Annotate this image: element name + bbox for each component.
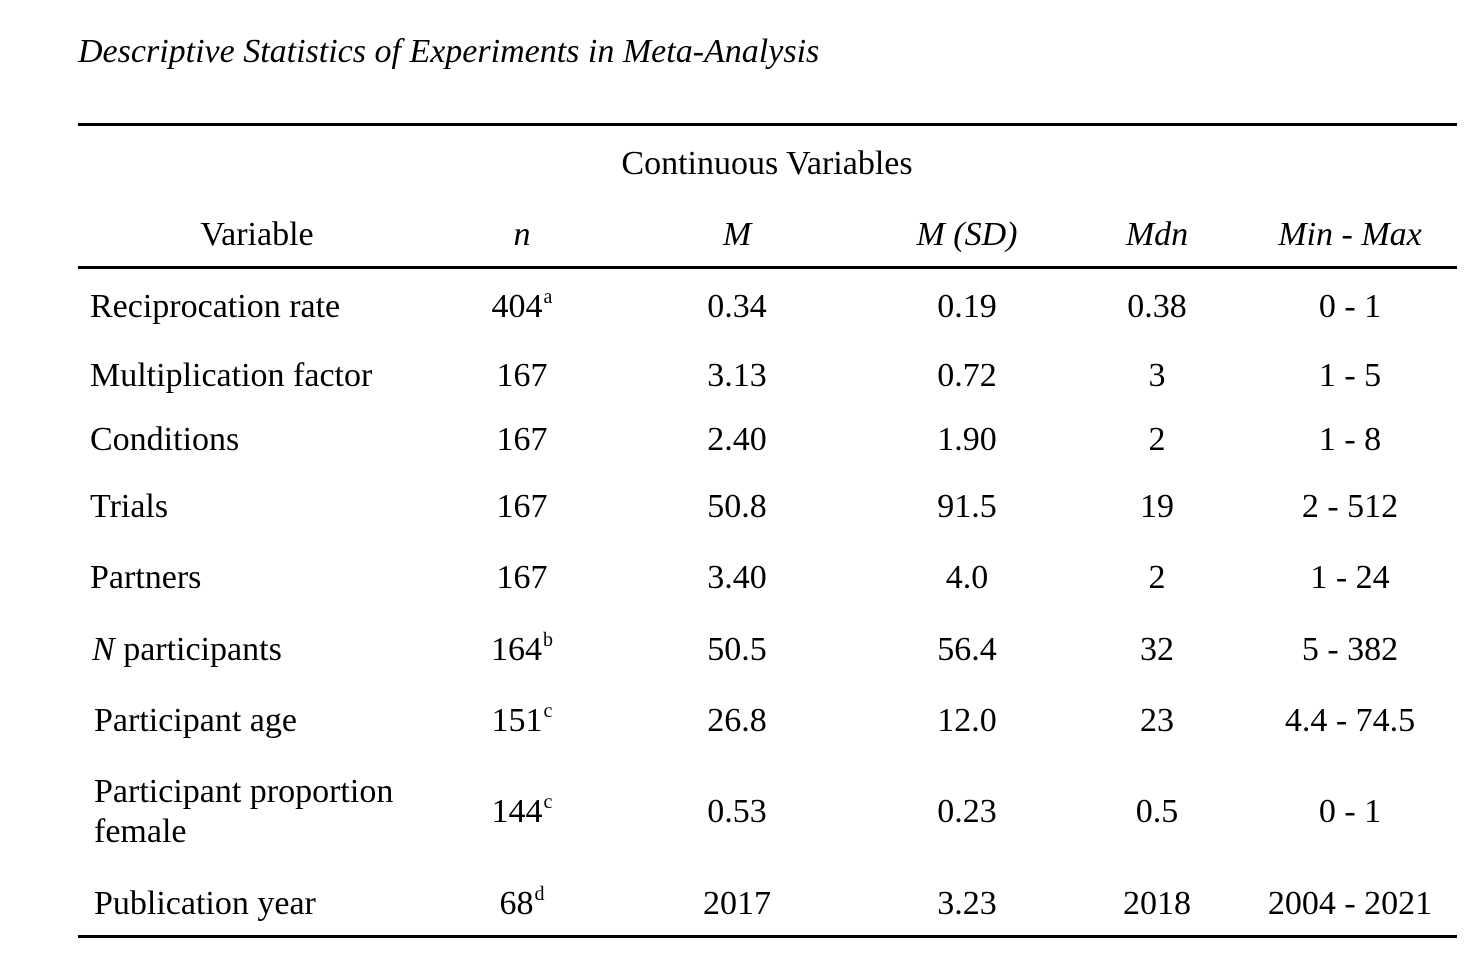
row-n: 167: [496, 421, 548, 458]
row-sd: 3.23: [937, 885, 997, 922]
row-m: 2.40: [707, 421, 767, 458]
row-n: 167: [496, 559, 548, 596]
row-m: 50.5: [707, 631, 767, 668]
row-mdn: 3: [1148, 357, 1166, 394]
row-sd: 0.23: [937, 793, 997, 830]
row-n-note: d: [534, 883, 545, 905]
row-variable: Publication year: [94, 885, 316, 922]
table-row: Trials 167 50.8 91.5 19 2 - 512: [0, 487, 1474, 527]
row-min-max: 1 - 24: [1310, 559, 1390, 596]
section-title: Continuous Variables: [621, 145, 913, 182]
row-m: 26.8: [707, 702, 767, 739]
row-min-max: 0 - 1: [1318, 288, 1382, 325]
table-row: N participants 164b 50.5 56.4 32 5 - 382: [0, 630, 1474, 670]
header-min-max: Min - Max: [1278, 216, 1422, 253]
header-n: n: [513, 216, 531, 253]
table-row: Participant age 151c 26.8 12.0 23 4.4 - …: [0, 701, 1474, 741]
row-variable-line1: Participant proportion: [94, 773, 394, 810]
row-mdn: 32: [1140, 631, 1174, 668]
row-variable: N participants: [92, 630, 282, 670]
row-n: 144c: [491, 791, 553, 830]
row-n: 167: [496, 488, 548, 525]
header-rule: [78, 266, 1457, 269]
row-min-max: 1 - 5: [1318, 357, 1382, 394]
row-min-max: 0 - 1: [1318, 793, 1382, 830]
row-m: 50.8: [707, 488, 767, 525]
row-variable: Conditions: [90, 421, 240, 458]
table-row: Participant proportion female 144c 0.53 …: [0, 773, 1474, 850]
row-variable: Partners: [90, 559, 202, 596]
row-n: 68d: [499, 883, 545, 922]
row-variable: Reciprocation rate: [90, 288, 341, 325]
row-variable-rest: participants: [114, 631, 282, 668]
table-row: Publication year 68d 2017 3.23 2018 2004…: [0, 884, 1474, 924]
row-min-max: 2004 - 2021: [1267, 885, 1433, 922]
table-row: Conditions 167 2.40 1.90 2 1 - 8: [0, 420, 1474, 460]
row-sd: 1.90: [937, 421, 997, 458]
row-m: 3.13: [707, 357, 767, 394]
row-mdn: 0.5: [1135, 793, 1179, 830]
row-sd: 56.4: [937, 631, 997, 668]
header-m-sd: M (SD): [916, 216, 1018, 253]
row-variable-italic: N: [92, 631, 115, 668]
row-m: 0.34: [707, 288, 767, 325]
row-m: 2017: [703, 885, 771, 922]
row-mdn: 2: [1148, 421, 1166, 458]
row-n-note: a: [543, 286, 553, 308]
row-n: 404a: [491, 286, 553, 325]
row-n-note: c: [543, 791, 553, 813]
row-mdn: 2: [1148, 559, 1166, 596]
row-m: 3.40: [707, 559, 767, 596]
row-variable: Multiplication factor: [90, 357, 373, 394]
row-min-max: 4.4 - 74.5: [1284, 702, 1416, 739]
row-variable-line2: female: [94, 813, 187, 850]
row-mdn: 19: [1140, 488, 1174, 525]
row-sd: 91.5: [937, 488, 997, 525]
header-mdn: Mdn: [1125, 216, 1189, 253]
row-n-note: c: [543, 700, 553, 722]
row-mdn: 23: [1140, 702, 1174, 739]
row-min-max: 5 - 382: [1301, 631, 1399, 668]
row-m: 0.53: [707, 793, 767, 830]
row-sd: 12.0: [937, 702, 997, 739]
header-variable: Variable: [200, 216, 314, 253]
table-caption: Descriptive Statistics of Experiments in…: [78, 33, 820, 70]
row-sd: 0.72: [937, 357, 997, 394]
row-variable: Trials: [90, 488, 169, 525]
table-row: Partners 167 3.40 4.0 2 1 - 24: [0, 558, 1474, 598]
row-min-max: 2 - 512: [1301, 488, 1399, 525]
row-n-note: b: [543, 629, 553, 651]
row-n: 167: [496, 357, 548, 394]
row-n: 164b: [491, 629, 553, 668]
row-sd: 4.0: [945, 559, 989, 596]
row-sd: 0.19: [937, 288, 997, 325]
row-mdn: 0.38: [1127, 288, 1187, 325]
bottom-rule: [78, 935, 1457, 938]
row-n: 151c: [491, 700, 553, 739]
table-row: Multiplication factor 167 3.13 0.72 3 1 …: [0, 356, 1474, 396]
table-row: Reciprocation rate 404a 0.34 0.19 0.38 0…: [0, 287, 1474, 327]
row-min-max: 1 - 8: [1318, 421, 1382, 458]
header-m: M: [722, 216, 752, 253]
row-mdn: 2018: [1123, 885, 1191, 922]
top-rule: [78, 123, 1457, 126]
row-variable: Participant age: [94, 702, 297, 739]
